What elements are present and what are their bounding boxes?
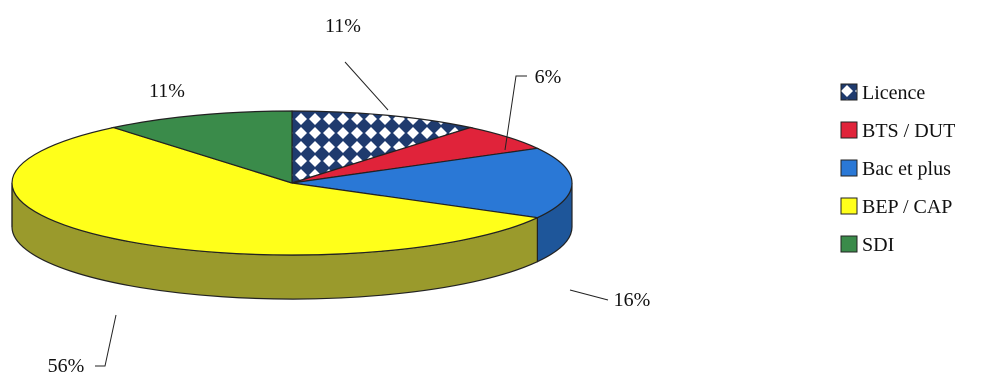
- leader-lines: [95, 61, 609, 367]
- data-labels: 11% 6% 16% 56% 11%: [48, 15, 651, 376]
- legend-label-licence: Licence: [862, 82, 925, 104]
- leader-line-bep-cap: [95, 314, 117, 367]
- pie-slice-licence: [291, 110, 473, 184]
- pie-slice-bac-et-plus: [291, 147, 573, 219]
- data-label-bac-et-plus: 16%: [614, 289, 651, 311]
- legend-label-bts-dut: BTS / DUT: [862, 120, 955, 142]
- legend-item-bac-et-plus: Bac et plus: [840, 158, 951, 180]
- data-label-bep-cap: 56%: [48, 355, 85, 376]
- pie-tops: [11, 110, 573, 256]
- legend-label-bep-cap: BEP / CAP: [862, 196, 952, 218]
- legend-item-licence: Licence: [840, 82, 925, 104]
- legend: Licence BTS / DUT Bac et plus BEP / CAP SDI: [840, 82, 955, 256]
- legend-swatch-bac-et-plus: [840, 159, 858, 177]
- legend-label-bac-et-plus: Bac et plus: [862, 158, 951, 180]
- pie-slice-sdi: [111, 110, 293, 184]
- legend-swatch-sdi: [840, 235, 858, 253]
- legend-item-bts-dut: BTS / DUT: [840, 120, 955, 142]
- data-label-licence: 11%: [325, 15, 361, 37]
- legend-item-bep-cap: BEP / CAP: [840, 196, 952, 218]
- leader-line-licence: [344, 61, 389, 111]
- leader-line-bts-dut: [504, 75, 527, 151]
- legend-swatch-bep-cap: [840, 197, 858, 215]
- legend-item-sdi: SDI: [840, 234, 894, 256]
- data-label-bts-dut: 6%: [535, 66, 562, 88]
- legend-label-sdi: SDI: [862, 234, 894, 256]
- legend-swatch-bts-dut: [840, 121, 858, 139]
- legend-swatch-licence: [840, 83, 858, 101]
- leader-line-bac-et-plus: [569, 289, 609, 301]
- pie-slice-bep-cap: [11, 126, 540, 256]
- data-label-sdi: 11%: [149, 80, 185, 102]
